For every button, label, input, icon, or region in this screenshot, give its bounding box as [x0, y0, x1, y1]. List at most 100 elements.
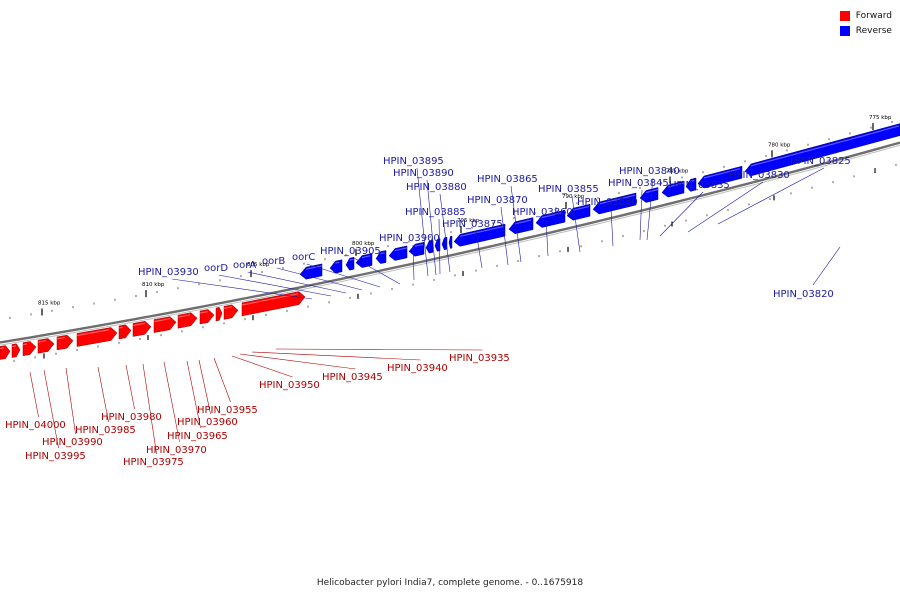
forward-gene-8-highlight: [153, 318, 171, 323]
reverse-label: HPIN_03855: [538, 184, 599, 195]
reverse-gene-4: [375, 250, 387, 264]
reverse-gene-12-highlight: [514, 219, 532, 225]
reverse-gene-11-highlight: [459, 225, 505, 237]
reverse-label-connector: [412, 244, 415, 281]
reverse-label: oorD: [204, 263, 228, 274]
forward-gene-5-highlight: [76, 329, 110, 337]
reverse-label: HPIN_03880: [406, 182, 467, 193]
reverse-label-connector: [639, 189, 643, 241]
legend-forward-label: Forward: [855, 10, 892, 21]
reverse-label-connector: [439, 193, 451, 273]
reverse-gene-16: [639, 187, 659, 203]
forward-gene-1: [11, 343, 21, 358]
reverse-label-connector: [610, 208, 614, 247]
reverse-gene-5: [388, 245, 408, 261]
forward-label: HPIN_03940: [387, 363, 448, 374]
reverse-label-connector: [276, 267, 363, 291]
reverse-gene-0-highlight: [305, 265, 323, 270]
forward-gene-2-highlight: [22, 343, 28, 346]
reverse-label: HPIN_03825: [790, 156, 851, 167]
forward-gene-3-highlight: [37, 340, 47, 343]
reverse-gene-12: [508, 217, 534, 235]
reverse-gene-3: [355, 253, 373, 268]
reverse-label: HPIN_03895: [383, 156, 444, 167]
forward-gene-3: [37, 338, 55, 354]
scale-label: 815 kbp: [38, 300, 61, 306]
forward-gene-4-highlight: [56, 336, 66, 340]
legend: Forward Reverse: [839, 8, 892, 38]
forward-strand-genes: [0, 291, 306, 360]
reverse-label-connector: [353, 257, 401, 285]
reverse-gene-5-highlight: [394, 247, 408, 252]
reverse-gene-17-highlight: [667, 182, 685, 188]
axis-line: [0, 141, 900, 344]
reverse-gene-3-highlight: [361, 255, 371, 259]
reverse-label-connector: [659, 191, 704, 237]
reverse-gene-6-highlight: [414, 243, 424, 247]
reverse-gene-1-highlight: [335, 261, 340, 264]
reverse-label-connector: [500, 206, 509, 266]
map-caption: Helicobacter pylori India7, complete gen…: [316, 578, 584, 588]
forward-label: HPIN_03950: [259, 380, 320, 391]
reverse-gene-19-highlight: [703, 168, 741, 179]
forward-label: HPIN_03965: [167, 431, 228, 442]
reverse-label: oorC: [292, 252, 315, 263]
reverse-gene-11: [453, 223, 506, 247]
forward-swatch: [839, 10, 850, 21]
scale-label: 785 kbp: [666, 169, 689, 175]
reverse-strand-genes: [299, 123, 900, 280]
reverse-label: HPIN_03890: [393, 168, 454, 179]
reverse-gene-1: [329, 259, 343, 274]
reverse-label-connector: [306, 263, 381, 288]
reverse-label-connector: [475, 230, 483, 269]
reverse-label-connector: [171, 278, 313, 300]
reverse-label-connector: [247, 271, 347, 294]
reverse-gene-14: [566, 203, 591, 221]
forward-gene-4: [56, 334, 74, 351]
forward-gene-0-highlight: [0, 347, 5, 350]
reverse-label: HPIN_03885: [405, 207, 466, 218]
forward-gene-0: [0, 345, 11, 360]
reverse-label-connector: [812, 246, 841, 286]
forward-gene-5: [76, 327, 118, 347]
forward-label: HPIN_03975: [123, 457, 184, 468]
scale-label: 795 kbp: [457, 218, 480, 224]
reverse-label: HPIN_03845: [608, 178, 669, 189]
scale-label: 775 kbp: [869, 115, 892, 121]
reverse-label: HPIN_03850: [577, 197, 638, 208]
forward-label: HPIN_03995: [25, 451, 86, 462]
reverse-swatch: [839, 25, 850, 36]
reverse-label-connector: [545, 218, 549, 257]
reverse-gene-14-highlight: [572, 205, 590, 211]
forward-gene-10: [199, 309, 215, 325]
forward-label-connector: [163, 361, 180, 443]
forward-gene-7: [132, 321, 152, 337]
forward-label: HPIN_03960: [177, 417, 238, 428]
legend-reverse-label: Reverse: [855, 25, 892, 36]
reverse-gene-13: [535, 209, 566, 228]
reverse-label: HPIN_03840: [619, 166, 680, 177]
forward-label: HPIN_03935: [449, 353, 510, 364]
forward-label: HPIN_03945: [322, 372, 383, 383]
forward-gene-9: [177, 312, 198, 329]
reverse-label-connector: [438, 218, 441, 275]
reverse-gene-18: [685, 177, 697, 192]
reverse-gene-2-highlight: [349, 258, 354, 261]
reverse-gene-18-highlight: [690, 179, 695, 182]
reverse-gene-17: [661, 180, 685, 198]
forward-label: HPIN_03990: [42, 437, 103, 448]
scale-label: 790 kbp: [562, 194, 585, 200]
forward-gene-13: [241, 291, 306, 317]
reverse-label-connector: [426, 179, 437, 276]
forward-label-connector: [186, 360, 201, 429]
reverse-label-connector: [571, 195, 581, 253]
reverse-gene-19: [697, 165, 743, 189]
reverse-label: oorB: [262, 256, 285, 267]
scale-label: 805 kbp: [247, 262, 270, 268]
reverse-gene-8: [434, 238, 441, 252]
reverse-gene-15-highlight: [598, 194, 636, 205]
forward-gene-10-highlight: [199, 310, 209, 314]
reverse-gene-10: [448, 235, 453, 249]
legend-reverse: Reverse: [839, 23, 892, 38]
